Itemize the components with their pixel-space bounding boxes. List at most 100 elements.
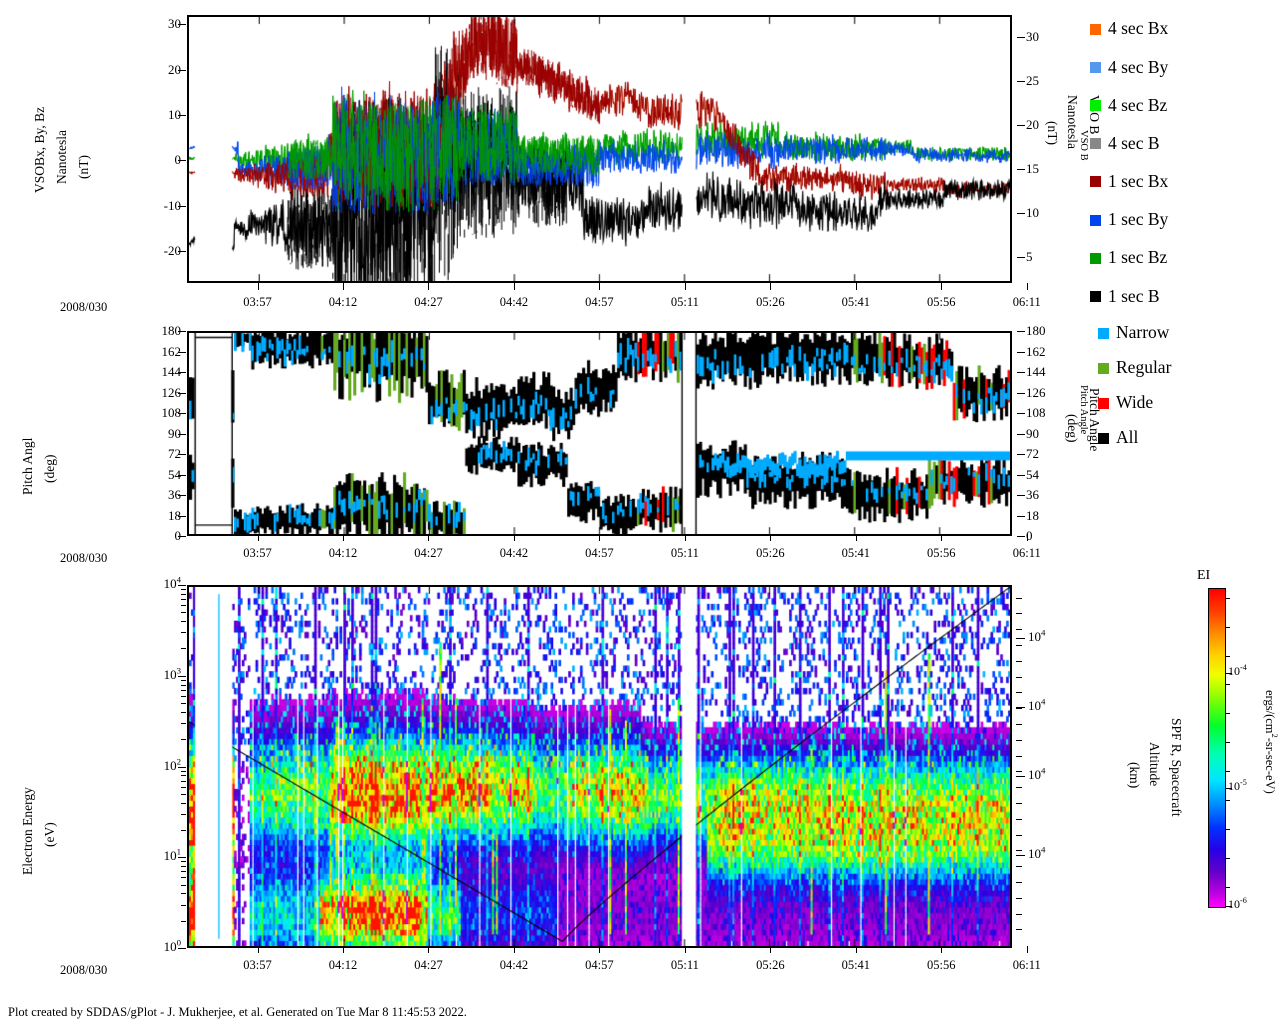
y-tick-mark <box>178 251 186 253</box>
y-tick-label: 15 <box>1026 160 1039 176</box>
y-tick-mark <box>1017 36 1025 38</box>
y-tick-label-right: 104 <box>1028 696 1046 713</box>
y-tick-mark <box>178 205 186 207</box>
x-tick-mark <box>941 946 943 953</box>
panel1-right-axis-line2: Nanotesla <box>1065 95 1080 149</box>
pitch-angle-canvas <box>189 333 1010 534</box>
y-tick-label: -10 <box>163 197 181 213</box>
legend-swatch-icon <box>1090 214 1101 226</box>
x-tick-label: 06:11 <box>1012 295 1041 309</box>
y-tick-mark-right <box>1016 637 1025 639</box>
x-tick-mark <box>343 283 344 290</box>
x-tick-label: 03:57 <box>243 958 272 972</box>
y-minor-tick-right <box>1016 755 1022 757</box>
footer-credit: Plot created by SDDAS/gPlot - J. Mukherj… <box>8 1005 467 1019</box>
panel1-date-label: 2008/030 <box>60 300 108 314</box>
y-minor-tick <box>181 605 186 607</box>
legend-item[interactable]: 4 sec B <box>1090 125 1280 163</box>
legend-swatch-icon <box>1098 362 1109 374</box>
colorbar-unit-tail: -sr-sec-eV) <box>1263 737 1277 794</box>
x-tick-mark <box>1026 534 1028 541</box>
y-tick-label: 10 <box>1026 204 1039 220</box>
legend-item[interactable]: 1 sec B <box>1090 277 1280 315</box>
legend-item[interactable]: Narrow <box>1090 316 1280 351</box>
y-tick-mark-right <box>1016 855 1025 857</box>
legend-item[interactable]: 1 sec Bz <box>1090 239 1280 277</box>
legend-item[interactable]: Wide <box>1090 386 1280 421</box>
legend-item[interactable]: Regular <box>1090 351 1280 386</box>
y-minor-tick <box>181 612 186 614</box>
y-tick-label: 36 <box>168 487 181 502</box>
legend-swatch-icon <box>1090 23 1101 35</box>
legend-item[interactable]: 4 sec Bz <box>1090 86 1280 124</box>
y-tick-label: 30 <box>1026 28 1039 44</box>
x-tick-label: 04:57 <box>585 295 614 309</box>
y-minor-tick-right <box>1016 597 1022 599</box>
y-minor-tick-right <box>1016 913 1022 915</box>
legend-item[interactable]: 4 sec By <box>1090 48 1280 86</box>
colorbar-minor-tick <box>1226 858 1230 860</box>
legend-item[interactable]: 1 sec By <box>1090 201 1280 239</box>
y-tick-label: 30 <box>168 16 181 32</box>
y-minor-tick-right <box>1016 613 1022 615</box>
y-minor-tick <box>181 802 186 804</box>
colorbar-minor-tick <box>1226 887 1230 889</box>
legend-item[interactable]: All <box>1090 421 1280 456</box>
y-tick-mark <box>1017 351 1025 353</box>
colorbar-tick-label: 10-5 <box>1228 778 1247 793</box>
y-tick-label: -20 <box>163 243 181 259</box>
colorbar-minor-tick <box>1226 597 1230 599</box>
legend-label: Wide <box>1116 392 1154 413</box>
legend-swatch-icon <box>1090 290 1101 302</box>
colorbar[interactable] <box>1208 588 1226 908</box>
colorbar-minor-tick <box>1226 771 1230 773</box>
y-tick-mark <box>1017 454 1025 455</box>
legend-item[interactable]: 1 sec Bx <box>1090 163 1280 201</box>
x-tick-mark <box>855 283 857 290</box>
y-tick-mark <box>1017 80 1025 82</box>
y-tick-label-right: 104 <box>1028 765 1046 782</box>
panel1-left-axis-line1: VSOBx, By, Bz <box>32 106 47 194</box>
colorbar-tick-mark <box>1226 788 1232 789</box>
y-tick-mark <box>178 372 186 373</box>
y-tick-mark <box>1017 372 1025 373</box>
legend-swatch-icon <box>1090 138 1101 150</box>
y-minor-tick <box>181 739 186 741</box>
y-tick-label: 20 <box>168 61 181 77</box>
y-tick-mark-right <box>1016 706 1025 708</box>
y-tick-mark <box>1017 515 1025 517</box>
legend-item[interactable]: 4 sec Bx <box>1090 10 1280 48</box>
panel2-left-axis-line2: (deg) <box>42 454 57 483</box>
x-tick-label: 04:27 <box>414 295 443 309</box>
y-tick-label: 18 <box>168 507 181 523</box>
y-tick-mark <box>178 351 186 353</box>
panel2-right-axis-line2: (deg) <box>1065 414 1080 443</box>
x-tick-mark <box>770 534 772 541</box>
y-tick-label: 108 <box>161 405 182 420</box>
colorbar-tick-label: 10-4 <box>1228 662 1247 678</box>
colorbar-minor-tick <box>1226 800 1230 802</box>
y-tick-mark <box>1017 413 1025 414</box>
x-tick-mark <box>599 283 601 290</box>
magnetic-field-panel[interactable] <box>187 15 1012 283</box>
colorbar-minor-tick <box>1226 684 1230 686</box>
panel2-left-axis-title: Pitch Angl (deg) <box>6 385 76 505</box>
panel3-left-axis-line2: (eV) <box>42 822 57 847</box>
y-minor-tick-right <box>1016 771 1022 773</box>
x-tick-label: 06:11 <box>1012 546 1041 560</box>
pitch-angle-panel[interactable] <box>187 331 1012 536</box>
y-tick-mark <box>1017 474 1025 476</box>
x-tick-mark <box>684 283 686 290</box>
x-tick-mark <box>1026 946 1028 953</box>
x-tick-mark <box>941 283 943 290</box>
x-tick-label: 04:27 <box>414 546 443 560</box>
y-tick-mark <box>178 160 186 162</box>
y-tick-label: 0 <box>141 529 182 542</box>
x-tick-label: 04:42 <box>499 295 529 309</box>
y-tick-mark <box>178 857 186 859</box>
electron-spectrogram-panel[interactable] <box>187 585 1012 948</box>
x-tick-mark <box>599 946 601 953</box>
electron-spectrogram-canvas <box>189 587 1010 946</box>
x-tick-label: 05:41 <box>841 958 871 972</box>
y-minor-tick <box>181 877 186 879</box>
